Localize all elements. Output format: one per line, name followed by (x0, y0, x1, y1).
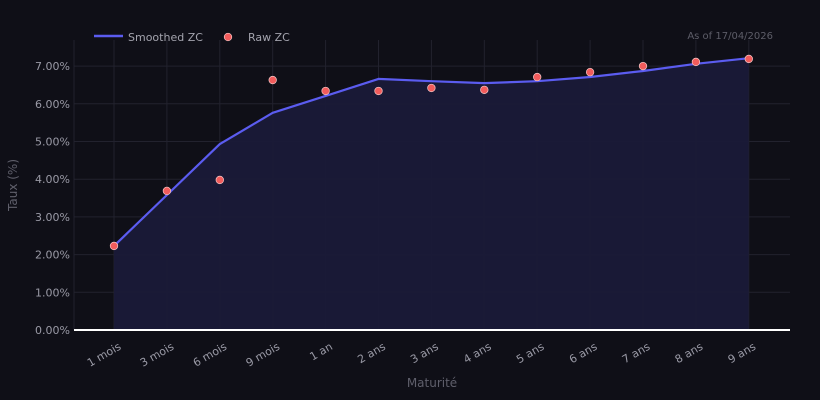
raw-zc-points (109, 54, 753, 251)
x-axis-title: Maturité (407, 376, 457, 390)
raw-zc-point[interactable] (533, 72, 542, 82)
smoothed-area-fill (114, 58, 749, 330)
raw-zc-point[interactable] (162, 186, 172, 196)
y-axis-title: Taux (%) (6, 159, 20, 212)
raw-zc-point[interactable] (691, 57, 701, 67)
as-of-date: As of 17/04/2026 (687, 31, 773, 42)
y-tick-label: 1.00% (35, 286, 70, 299)
legend-smoothed-label: Smoothed ZC (128, 31, 203, 44)
y-axis-ticks: 0.00% 1.00% 2.00% 3.00% 4.00% 5.00% 6.00% 7.00% (35, 60, 70, 337)
raw-zc-point[interactable] (638, 61, 648, 71)
y-tick-label: 6.00% (35, 98, 70, 111)
smoothed-zc-line (113, 57, 749, 247)
raw-zc-point[interactable] (109, 241, 119, 251)
y-tick-label: 2.00% (35, 249, 70, 262)
legend-raw-label: Raw ZC (248, 31, 290, 44)
raw-zc-point[interactable] (374, 86, 383, 96)
y-tick-label: 0.00% (35, 324, 70, 337)
y-tick-label: 7.00% (35, 60, 70, 73)
legend: Smoothed ZC Raw ZC (94, 31, 290, 44)
raw-zc-point[interactable] (585, 67, 595, 77)
y-tick-label: 3.00% (35, 211, 70, 224)
raw-zc-point[interactable] (427, 83, 436, 93)
legend-raw-marker-icon (223, 32, 233, 42)
y-tick-label: 4.00% (35, 173, 70, 186)
raw-zc-point[interactable] (215, 175, 224, 185)
raw-zc-point[interactable] (744, 54, 753, 64)
raw-zc-point[interactable] (268, 75, 277, 85)
y-tick-label: 5.00% (35, 136, 70, 149)
raw-zc-point[interactable] (321, 86, 330, 96)
raw-zc-point[interactable] (480, 85, 489, 95)
